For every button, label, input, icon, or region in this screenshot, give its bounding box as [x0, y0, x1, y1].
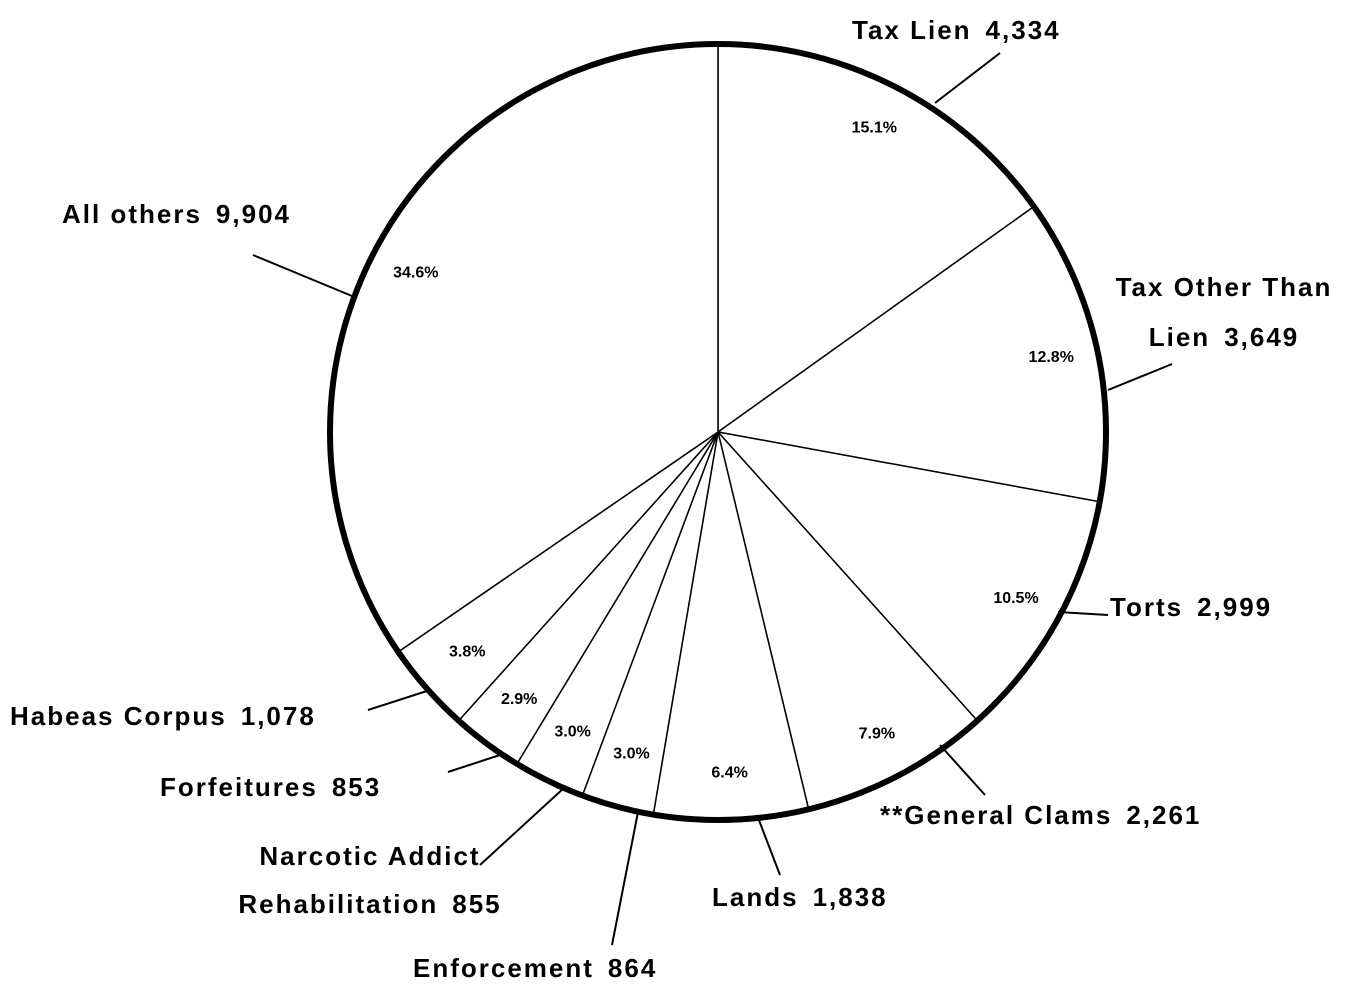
category-label: Habeas Corpus: [10, 701, 227, 731]
leader-line: [611, 811, 639, 946]
value-label: 2,999: [1197, 592, 1273, 622]
category-label: Narcotic Addict Rehabilitation: [238, 841, 481, 919]
leader-line: [939, 744, 986, 796]
slice-label: Lands 1,838: [712, 879, 888, 915]
percent-label: 3.8%: [449, 643, 485, 660]
category-label: Tax Lien: [852, 15, 972, 45]
percent-label: 3.0%: [613, 745, 649, 762]
percent-label: 7.9%: [859, 725, 895, 742]
leader-line: [252, 254, 353, 297]
leader-line: [1107, 363, 1173, 391]
slice-label: Tax Other Than Lien 3,649: [1090, 262, 1358, 362]
category-label: Lands: [712, 882, 799, 912]
slice-label: Enforcement 864: [413, 950, 657, 986]
value-label: 855: [452, 889, 502, 919]
value-label: 853: [331, 772, 382, 802]
value-label: 1,078: [240, 701, 316, 731]
slice-label: Habeas Corpus 1,078: [10, 698, 316, 734]
category-label: **General Clams: [880, 800, 1113, 830]
value-label: 864: [607, 953, 658, 983]
slice-label: Narcotic Addict Rehabilitation 855: [195, 832, 545, 928]
leader-line: [367, 689, 431, 711]
slice-label: **General Clams 2,261: [880, 797, 1201, 833]
slice-label: Forfeitures 853: [160, 769, 381, 805]
percent-label: 10.5%: [993, 590, 1038, 607]
value-label: 2,261: [1126, 800, 1202, 830]
percent-label: 12.8%: [1029, 349, 1074, 366]
category-label: All others: [62, 199, 202, 229]
percent-label: 15.1%: [852, 120, 897, 137]
value-label: 1,838: [812, 882, 888, 912]
percent-label: 3.0%: [554, 724, 590, 741]
percent-label: 34.6%: [393, 264, 438, 281]
leader-line: [934, 52, 1001, 104]
value-label: 3,649: [1224, 322, 1300, 352]
value-label: 4,334: [985, 15, 1061, 45]
category-label: Torts: [1110, 592, 1184, 622]
leader-line: [756, 814, 781, 876]
slice-label: Tax Lien 4,334: [852, 12, 1061, 48]
value-label: 9,904: [215, 199, 291, 229]
pie-rim: [327, 41, 1109, 823]
leader-line: [447, 754, 501, 773]
category-label: Forfeitures: [160, 772, 318, 802]
category-label: Enforcement: [413, 953, 594, 983]
slice-label: All others 9,904: [62, 196, 291, 232]
leader-line: [479, 786, 566, 866]
percent-label: 6.4%: [711, 764, 747, 781]
category-label: Tax Other Than Lien: [1115, 272, 1333, 352]
leader-line: [1057, 611, 1109, 616]
slice-label: Torts 2,999: [1110, 589, 1272, 625]
percent-label: 2.9%: [501, 691, 537, 708]
